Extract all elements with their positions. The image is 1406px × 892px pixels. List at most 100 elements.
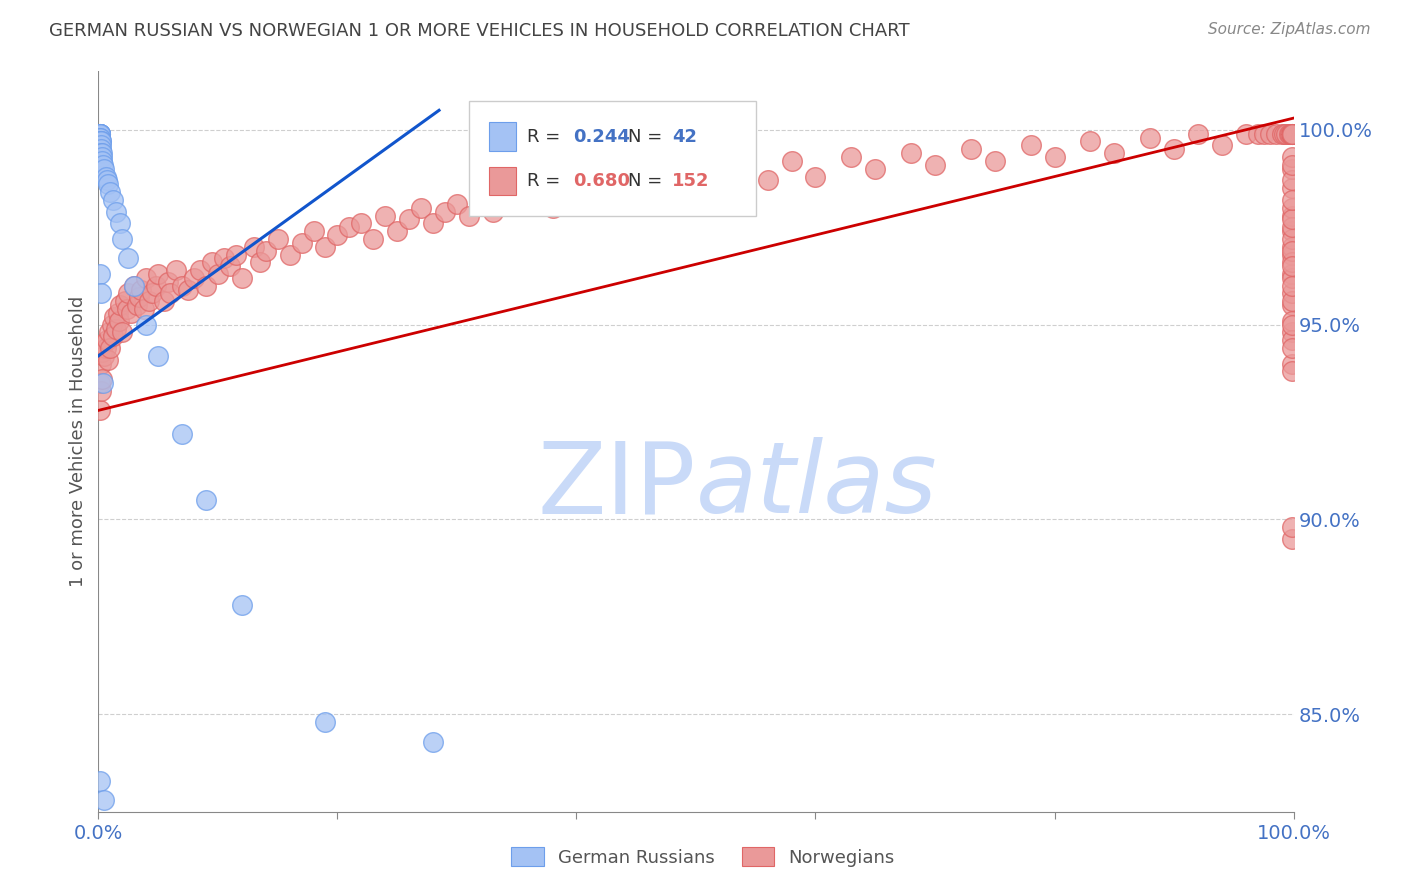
Point xyxy=(960,142,983,156)
Text: 42: 42 xyxy=(672,128,697,145)
Point xyxy=(100,318,122,332)
Point xyxy=(1278,127,1301,141)
Point xyxy=(865,161,887,176)
Point xyxy=(91,345,114,359)
Point xyxy=(1281,326,1303,340)
Point xyxy=(183,271,205,285)
Point xyxy=(422,216,444,230)
Point xyxy=(124,278,146,293)
Point xyxy=(105,204,128,219)
Point xyxy=(1281,267,1303,281)
Point xyxy=(422,734,444,748)
Point xyxy=(94,341,117,355)
Point xyxy=(212,252,235,266)
Point xyxy=(89,127,111,141)
Point xyxy=(458,209,481,223)
Point xyxy=(156,275,179,289)
Point xyxy=(105,321,128,335)
Point xyxy=(1211,138,1233,153)
Point xyxy=(685,166,707,180)
Point xyxy=(111,326,134,340)
Point xyxy=(231,598,253,612)
Point xyxy=(93,161,115,176)
Point xyxy=(446,197,468,211)
Point xyxy=(135,318,157,332)
Text: ZIP: ZIP xyxy=(537,437,696,534)
Point xyxy=(267,232,290,246)
Point xyxy=(91,150,114,164)
Point xyxy=(565,178,588,192)
Point xyxy=(195,493,218,508)
Point xyxy=(506,193,529,207)
Point xyxy=(114,294,136,309)
Point xyxy=(125,298,148,312)
Point xyxy=(1281,259,1303,273)
Point xyxy=(249,255,271,269)
Point xyxy=(1281,314,1303,328)
Point xyxy=(91,158,114,172)
Point xyxy=(1281,193,1303,207)
Point xyxy=(93,793,115,807)
Point xyxy=(101,329,124,343)
Text: atlas: atlas xyxy=(696,437,938,534)
Point xyxy=(90,135,112,149)
Point xyxy=(1281,520,1303,534)
Legend: German Russians, Norwegians: German Russians, Norwegians xyxy=(503,840,903,874)
Text: N =: N = xyxy=(628,172,662,190)
Text: R =: R = xyxy=(527,128,561,145)
Point xyxy=(1281,294,1303,309)
Point xyxy=(1281,364,1303,378)
Point xyxy=(148,349,170,363)
Point xyxy=(103,310,125,324)
Point xyxy=(1043,150,1066,164)
Point xyxy=(434,204,457,219)
Point xyxy=(124,278,146,293)
Bar xyxy=(489,167,516,195)
Point xyxy=(108,216,131,230)
Point xyxy=(89,376,111,390)
Point xyxy=(1187,127,1209,141)
Point xyxy=(93,349,115,363)
Point xyxy=(89,267,111,281)
Point xyxy=(254,244,277,258)
Point xyxy=(1281,161,1303,176)
Point xyxy=(1281,127,1303,141)
Point xyxy=(1281,127,1303,141)
Point xyxy=(363,232,385,246)
Point xyxy=(98,326,121,340)
Point xyxy=(1281,127,1303,141)
Point xyxy=(1271,127,1294,141)
Point xyxy=(132,301,155,316)
Point xyxy=(177,283,200,297)
Point xyxy=(374,209,396,223)
Point xyxy=(91,372,114,386)
Text: N =: N = xyxy=(628,128,662,145)
Point xyxy=(117,286,139,301)
Point xyxy=(1281,127,1303,141)
Text: 0.680: 0.680 xyxy=(572,172,630,190)
Point xyxy=(89,403,111,417)
Point xyxy=(1281,244,1303,258)
Point xyxy=(172,426,194,441)
Point xyxy=(517,185,540,199)
Point xyxy=(188,263,211,277)
Point xyxy=(89,130,111,145)
Point xyxy=(98,341,122,355)
Point xyxy=(1281,220,1303,235)
Point xyxy=(145,278,167,293)
Point xyxy=(637,185,659,199)
Point xyxy=(97,178,120,192)
Point xyxy=(1281,247,1303,261)
Point xyxy=(278,247,301,261)
Point xyxy=(924,158,946,172)
Point xyxy=(1281,286,1303,301)
Point xyxy=(1281,532,1303,546)
Text: GERMAN RUSSIAN VS NORWEGIAN 1 OR MORE VEHICLES IN HOUSEHOLD CORRELATION CHART: GERMAN RUSSIAN VS NORWEGIAN 1 OR MORE VE… xyxy=(49,22,910,40)
Point xyxy=(207,267,229,281)
Point xyxy=(1281,181,1303,195)
Point xyxy=(1278,127,1301,141)
Point xyxy=(225,247,247,261)
Point xyxy=(1234,127,1257,141)
Point xyxy=(1247,127,1270,141)
Point xyxy=(1264,127,1286,141)
